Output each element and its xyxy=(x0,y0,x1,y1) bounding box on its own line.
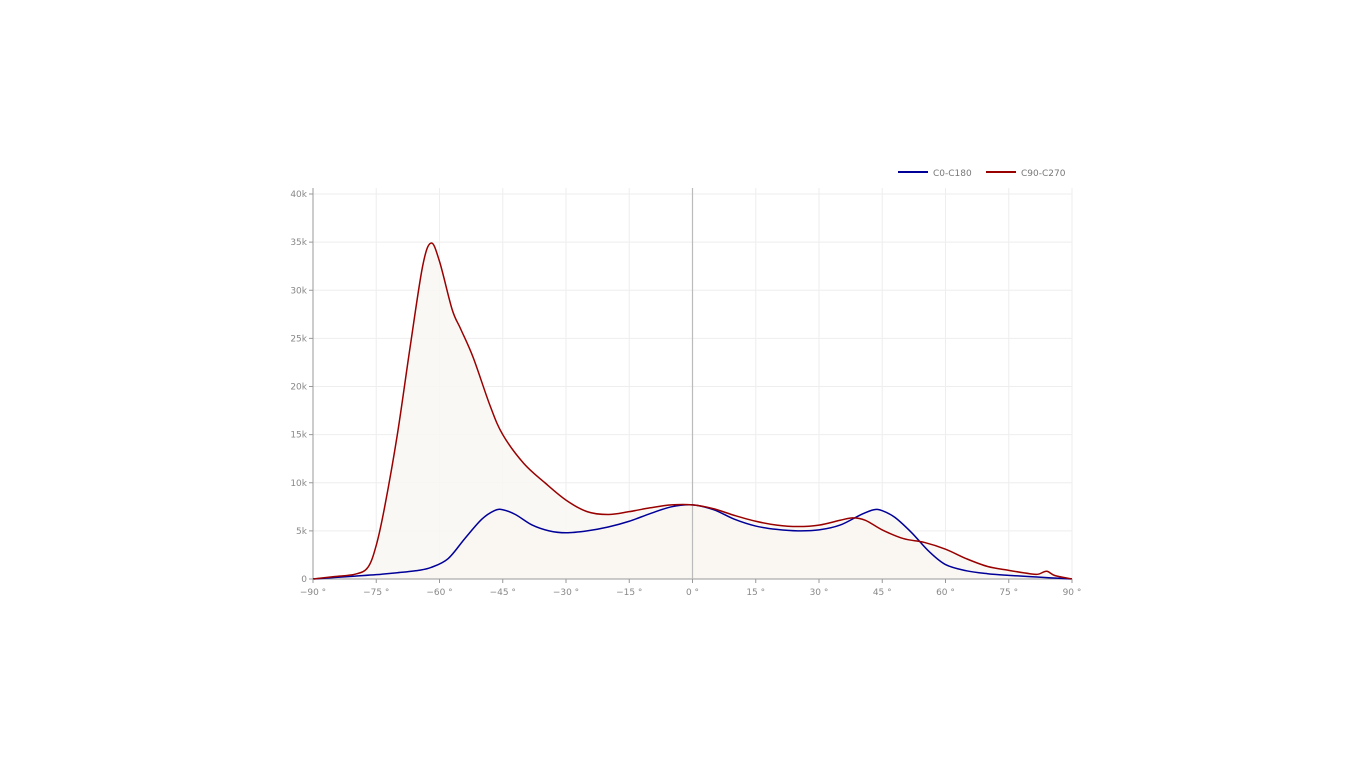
x-tick-label: 45 ° xyxy=(873,588,892,598)
x-tick-label: −90 ° xyxy=(300,588,326,598)
series-area-2 xyxy=(313,243,1072,579)
y-tick-label: 5k xyxy=(296,527,308,537)
legend-item-c90-c270[interactable]: C90-C270 xyxy=(986,169,1066,179)
x-tick-label: −60 ° xyxy=(426,588,452,598)
legend-item-c0-c180[interactable]: C0-C180 xyxy=(898,169,972,179)
y-tick-label: 30k xyxy=(290,286,307,296)
x-tick-label: −75 ° xyxy=(363,588,389,598)
y-tick-label: 40k xyxy=(290,190,307,200)
y-tick-label: 15k xyxy=(290,431,307,441)
x-tick-label: 0 ° xyxy=(686,588,699,598)
x-tick-label: 90 ° xyxy=(1063,588,1082,598)
x-tick-label: 30 ° xyxy=(810,588,829,598)
x-tick-label: −45 ° xyxy=(490,588,516,598)
x-tick-label: 60 ° xyxy=(936,588,955,598)
x-tick-label: 15 ° xyxy=(746,588,765,598)
legend[interactable]: C0-C180 C90-C270 xyxy=(898,169,1066,179)
y-tick-label: 10k xyxy=(290,479,307,489)
y-tick-label: 20k xyxy=(290,383,307,393)
legend-label: C90-C270 xyxy=(1021,169,1066,179)
y-tick-label: 25k xyxy=(290,334,307,344)
y-tick-label: 35k xyxy=(290,238,307,248)
series-lines xyxy=(312,242,1073,580)
legend-label: C0-C180 xyxy=(933,169,972,179)
series-line-c90-c270 xyxy=(312,242,1073,580)
x-tick-label: −15 ° xyxy=(616,588,642,598)
y-tick-label: 0 xyxy=(301,575,307,585)
x-tick-label: 75 ° xyxy=(999,588,1018,598)
tick-labels: −90 ° −75 ° −60 ° −45 ° −30 ° −15 ° 0 ° 15 ° 30 … xyxy=(290,190,1081,598)
x-tick-label: −30 ° xyxy=(553,588,579,598)
